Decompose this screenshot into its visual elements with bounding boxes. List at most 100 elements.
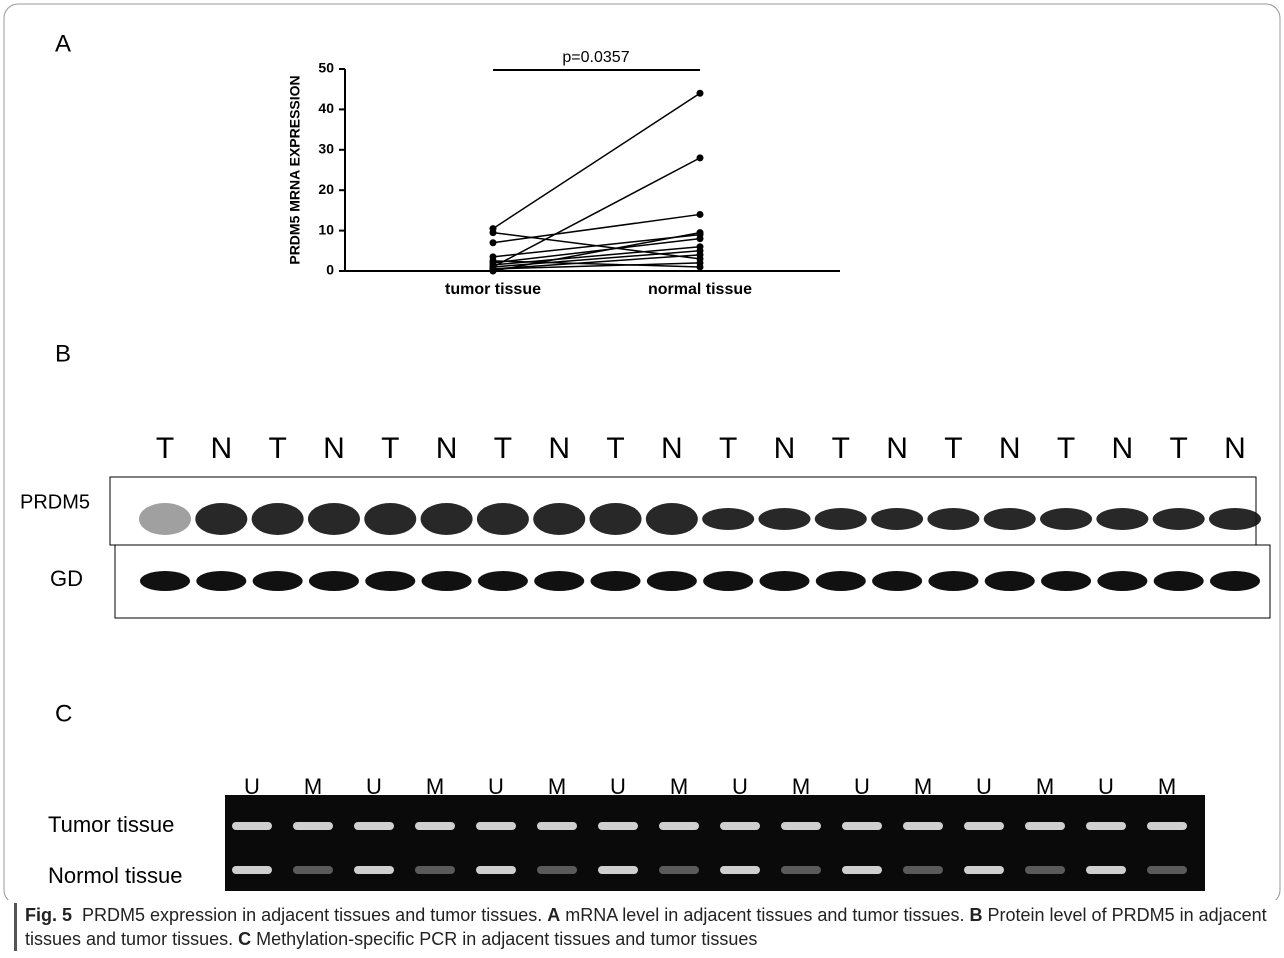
lane-label: M (914, 774, 932, 799)
blot-band (984, 571, 1035, 591)
blot-frame (114, 544, 1271, 619)
y-tick-label: 0 (326, 262, 334, 278)
lane-label: N (999, 432, 1021, 465)
lane-label: U (854, 774, 870, 799)
lane-label: T (606, 432, 624, 465)
lane-label: T (1057, 432, 1075, 465)
point (696, 154, 704, 162)
blot-band (872, 571, 923, 591)
gel-band (293, 822, 333, 830)
point (696, 251, 704, 259)
lane-label: M (426, 774, 444, 799)
blot-band (140, 571, 190, 591)
lane-label: T (156, 432, 174, 465)
gel-band (293, 866, 333, 874)
caption-letter: B (969, 905, 983, 925)
blot-band (252, 571, 303, 591)
pair-line (492, 237, 701, 264)
gel-band (1086, 822, 1126, 830)
lane-label: N (774, 432, 796, 465)
x-tick-label: normal tissue (648, 281, 752, 298)
lane-label: U (244, 774, 260, 799)
y-tick-label: 50 (318, 60, 334, 76)
lane-label: U (732, 774, 748, 799)
caption-text: PRDM5 expression in adjacent tissues and… (82, 905, 543, 925)
blot-band (871, 508, 924, 530)
gel-band (720, 822, 760, 830)
lane-label: T (1170, 432, 1188, 465)
blot-band (1096, 508, 1149, 530)
blot-band (139, 503, 191, 535)
blot-band (928, 571, 979, 591)
blot-band (421, 571, 472, 591)
pair-line (492, 92, 701, 230)
lane-label: M (548, 774, 566, 799)
gel-band (1025, 866, 1065, 874)
caption-text: Protein level of PRDM5 in adjacent tissu… (25, 905, 1267, 949)
lane-label: T (268, 432, 286, 465)
gel-band (842, 866, 882, 874)
y-axis-label: PRDM5 MRNA EXPRESSION (287, 75, 303, 264)
pair-line (492, 213, 701, 244)
point (696, 89, 704, 97)
lane-label: N (323, 432, 345, 465)
pair-line (492, 262, 701, 270)
blot-band (420, 503, 473, 535)
caption-text: Methylation-specific PCR in adjacent tis… (256, 929, 758, 949)
gel (225, 795, 1205, 891)
gel-band (598, 866, 638, 874)
blot-band (1041, 571, 1092, 591)
blot-band (533, 503, 586, 535)
gel-band (1025, 822, 1065, 830)
lane-label: U (610, 774, 626, 799)
gel-band (659, 822, 699, 830)
gel-band (476, 866, 516, 874)
lane-label: T (494, 432, 512, 465)
gel-band (598, 822, 638, 830)
blot-band (1153, 571, 1204, 591)
lane-label: N (661, 432, 683, 465)
caption-letter: C (238, 929, 252, 949)
blot-band (1097, 571, 1148, 591)
blot-band (645, 503, 698, 535)
gel-band (415, 822, 455, 830)
gel-band (415, 866, 455, 874)
lane-label: M (670, 774, 688, 799)
pair-line (492, 260, 701, 268)
blot-band (196, 571, 247, 591)
pair-line (492, 157, 701, 268)
gel-band (781, 866, 821, 874)
blot-band (590, 571, 641, 591)
caption-label: Fig. 5 (25, 905, 73, 925)
gel-band (964, 822, 1004, 830)
gel-band (1147, 866, 1187, 874)
gel-band (903, 822, 943, 830)
lane-label: M (1158, 774, 1176, 799)
point (696, 229, 704, 237)
lane-label: T (381, 432, 399, 465)
blot-band (1152, 508, 1205, 530)
gel-band (903, 866, 943, 874)
lane-label: U (366, 774, 382, 799)
blot-band (476, 503, 529, 535)
gel-band (1147, 822, 1187, 830)
lane-label: M (304, 774, 322, 799)
x-tick-label: tumor tissue (445, 281, 541, 298)
gel-band (476, 822, 516, 830)
lane-label: U (976, 774, 992, 799)
pair-line (492, 254, 701, 270)
blot-band (364, 503, 417, 535)
panel-label: C (55, 700, 72, 727)
blot-band (927, 508, 980, 530)
gel-band (781, 822, 821, 830)
gel-band (537, 822, 577, 830)
gel-band (1086, 866, 1126, 874)
blot-band (814, 508, 867, 530)
caption: Fig. 5 PRDM5 expression in adjacent tiss… (14, 903, 1275, 951)
panel-label: B (55, 340, 71, 367)
point (489, 229, 497, 237)
gel-band (354, 822, 394, 830)
blot-band (251, 503, 304, 535)
row-label: GD (50, 566, 83, 591)
row-label: Normol tissue (48, 863, 182, 888)
